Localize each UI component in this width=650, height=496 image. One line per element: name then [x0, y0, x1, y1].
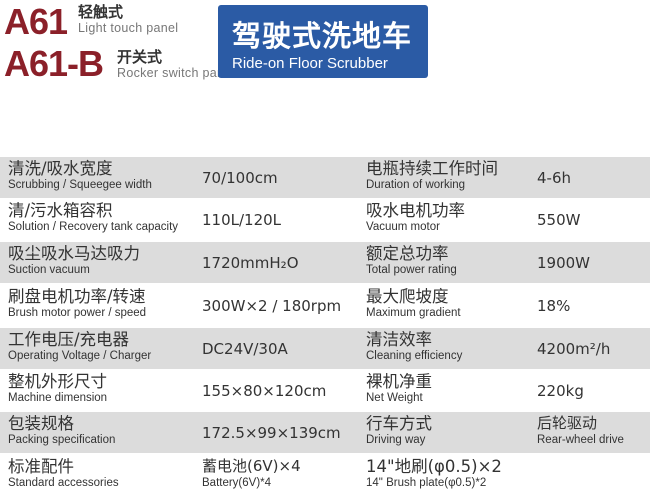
spec-label-cn: 清/污水箱容积	[8, 201, 113, 220]
spec-label-cn: 清洁效率	[366, 330, 432, 349]
spec-label-cn: 电瓶持续工作时间	[366, 159, 498, 178]
spec-row: 整机外形尺寸 Machine dimension 155×80×120cm 裸机净重 N…	[0, 370, 650, 411]
spec-value-en: Battery(6V)*4	[202, 477, 272, 489]
spec-label-en: Brush motor power / speed	[8, 307, 147, 319]
spec-value: 1900W	[537, 254, 591, 272]
spec-row: 工作电压/充电器 Operating Voltage / Charger DC24V…	[0, 328, 650, 369]
spec-row: 刷盘电机功率/转速 Brush motor power / speed 300W×2…	[0, 285, 650, 326]
spec-value: 220kg	[537, 382, 584, 400]
spec-value: 550W	[537, 211, 581, 229]
spec-label-en: Scrubbing / Squeegee width	[8, 179, 152, 191]
spec-value: 300W×2 / 180rpm	[202, 297, 342, 315]
spec-label-en: Standard accessories	[8, 477, 119, 489]
spec-value: 70/100cm	[202, 169, 278, 187]
spec-row: 标准配件 Standard accessories 蓄电池(6V)×4 Battery…	[0, 455, 650, 496]
spec-label-en: Vacuum motor	[366, 221, 440, 233]
spec-row: 包装规格 Packing specification 172.5×99×139cm 行…	[0, 412, 650, 453]
spec-label-cn: 额定总功率	[366, 244, 449, 263]
spec-value: 110L/120L	[202, 211, 282, 229]
spec-value: DC24V/30A	[202, 340, 288, 358]
model-name: A61-B	[4, 43, 104, 84]
spec-label-en: Cleaning efficiency	[366, 350, 463, 362]
spec-label-cn: 标准配件	[8, 457, 74, 476]
spec-label-en: Operating Voltage / Charger	[8, 350, 152, 362]
spec-label-cn: 清洗/吸水宽度	[8, 159, 113, 178]
spec-value: 172.5×99×139cm	[202, 424, 341, 442]
model-type-cn: 轻触式	[78, 3, 124, 21]
spec-label-cn: 吸水电机功率	[366, 201, 465, 220]
spec-label-cn: 整机外形尺寸	[8, 372, 107, 391]
spec-label-cn: 包装规格	[8, 414, 74, 433]
spec-label-cn: 行车方式	[366, 414, 432, 433]
spec-label-en: Maximum gradient	[366, 307, 461, 319]
model-type-cn: 开关式	[117, 48, 163, 66]
title-en: Ride-on Floor Scrubber	[232, 55, 388, 72]
spec-label-cn: 吸尘吸水马达吸力	[8, 244, 140, 263]
spec-value: 155×80×120cm	[202, 382, 327, 400]
spec-label-en: 14" Brush plate(φ0.5)*2	[366, 477, 487, 489]
spec-label-cn: 裸机净重	[366, 372, 432, 391]
spec-row: 清/污水箱容积 Solution / Recovery tank capacity…	[0, 199, 650, 240]
spec-label-cn: 刷盘电机功率/转速	[8, 287, 146, 306]
spec-value: 1720mmH₂O	[202, 254, 299, 272]
spec-label-en: Packing specification	[8, 434, 116, 446]
spec-label-cn: 14"地刷(φ0.5)×2	[366, 457, 502, 476]
spec-value-cn: 蓄电池(6V)×4	[202, 457, 301, 475]
spec-label-en: Driving way	[366, 434, 426, 446]
spec-label-en: Solution / Recovery tank capacity	[8, 221, 179, 233]
spec-label-cn: 工作电压/充电器	[8, 330, 130, 349]
spec-label-en: Net Weight	[366, 392, 423, 404]
model-type-en: Light touch panel	[78, 21, 179, 35]
spec-value: 18%	[537, 297, 571, 315]
spec-value-en: Rear-wheel drive	[537, 434, 624, 446]
spec-label-en: Machine dimension	[8, 392, 108, 404]
spec-label-en: Duration of working	[366, 179, 466, 191]
spec-row: 清洗/吸水宽度 Scrubbing / Squeegee width 70/100c…	[0, 157, 650, 198]
spec-label-cn: 最大爬坡度	[366, 287, 449, 306]
model-type-en: Rocker switch panel	[117, 66, 235, 80]
title-cn: 驾驶式洗地车	[232, 19, 413, 53]
model-name: A61	[4, 1, 68, 42]
spec-value: 4-6h	[537, 169, 572, 187]
spec-value-cn: 后轮驱动	[537, 414, 598, 432]
spec-label-en: Total power rating	[366, 264, 457, 276]
spec-label-en: Suction vacuum	[8, 264, 90, 276]
spec-row: 吸尘吸水马达吸力 Suction vacuum 1720mmH₂O 额定总功率 Tota…	[0, 242, 650, 283]
product-title-banner: 驾驶式洗地车 Ride-on Floor Scrubber	[218, 5, 428, 78]
spec-value: 4200m²/h	[537, 340, 611, 358]
